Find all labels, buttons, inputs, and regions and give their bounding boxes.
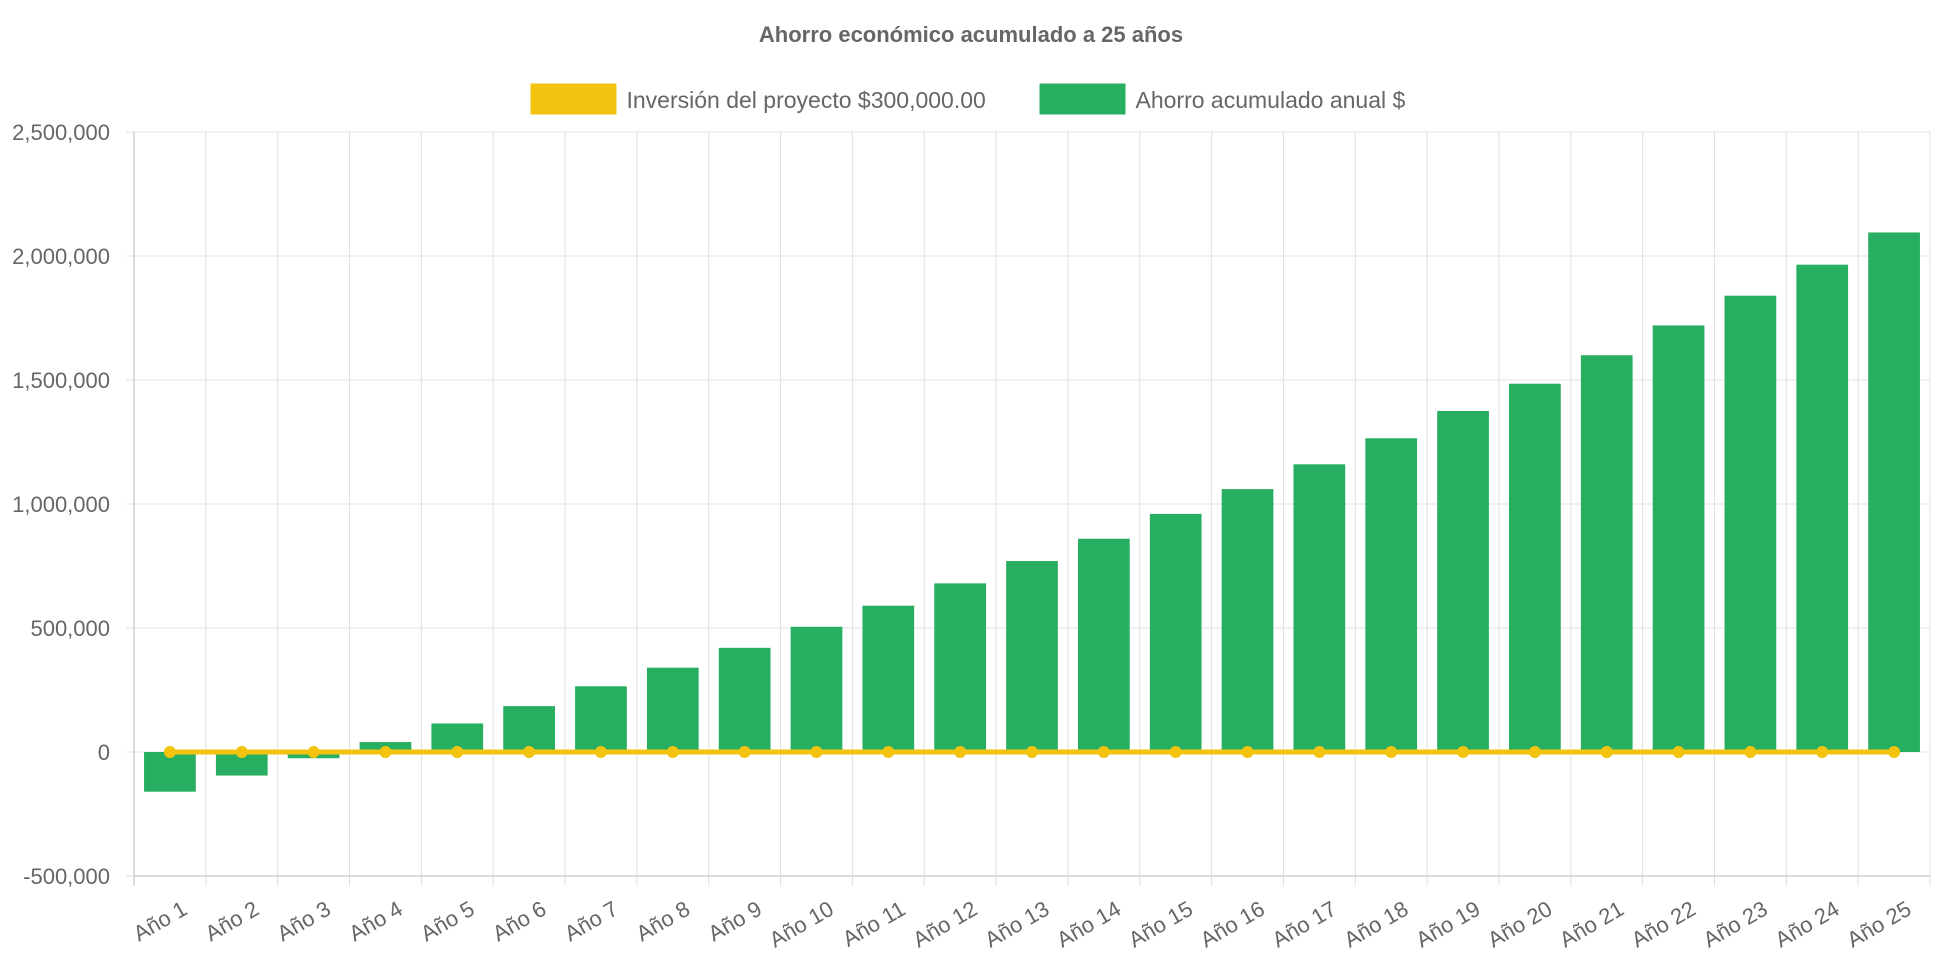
x-tick-label: Año 23 bbox=[1699, 896, 1772, 953]
bar[interactable] bbox=[718, 647, 771, 752]
line-point[interactable] bbox=[163, 746, 176, 758]
x-tick-label: Año 2 bbox=[201, 896, 263, 946]
line-point[interactable] bbox=[882, 746, 895, 758]
x-tick-label: Año 3 bbox=[273, 896, 335, 946]
bar[interactable] bbox=[215, 752, 268, 776]
bar[interactable] bbox=[1077, 538, 1130, 752]
line-point[interactable] bbox=[1672, 746, 1685, 758]
line-point[interactable] bbox=[1744, 746, 1757, 758]
x-tick-label: Año 21 bbox=[1555, 896, 1628, 953]
bar[interactable] bbox=[1868, 232, 1920, 752]
x-tick-label: Año 7 bbox=[560, 896, 622, 946]
legend-label: Inversión del proyecto $300,000.00 bbox=[627, 87, 986, 113]
bar[interactable] bbox=[1652, 325, 1705, 752]
x-tick-label: Año 15 bbox=[1124, 896, 1197, 953]
line-point[interactable] bbox=[738, 746, 751, 758]
bar[interactable] bbox=[1221, 489, 1274, 752]
line-point[interactable] bbox=[1816, 746, 1829, 758]
bar[interactable] bbox=[1365, 438, 1418, 752]
y-axis: 2,500,000 2,000,000 1,500,000 1,000,000 500,… bbox=[12, 120, 110, 889]
y-tick-label: 2,000,000 bbox=[12, 244, 110, 269]
line-point[interactable] bbox=[1600, 746, 1613, 758]
line-point[interactable] bbox=[379, 746, 392, 758]
x-tick-label: Año 18 bbox=[1340, 896, 1413, 953]
y-tick-label: 0 bbox=[98, 740, 110, 765]
x-tick-label: Año 24 bbox=[1771, 896, 1844, 953]
line-point[interactable] bbox=[523, 746, 536, 758]
bar[interactable] bbox=[1796, 264, 1849, 752]
bar-series bbox=[144, 232, 1920, 792]
line-point[interactable] bbox=[1385, 746, 1398, 758]
x-tick-label: Año 22 bbox=[1627, 896, 1700, 953]
bar[interactable] bbox=[790, 626, 843, 752]
y-tick-label: 500,000 bbox=[30, 616, 110, 641]
line-point[interactable] bbox=[1241, 746, 1254, 758]
x-tick-label: Año 19 bbox=[1411, 896, 1484, 953]
x-tick-label: Año 4 bbox=[344, 896, 406, 946]
bar[interactable] bbox=[1724, 295, 1777, 752]
bar[interactable] bbox=[1509, 383, 1561, 752]
bar[interactable] bbox=[646, 667, 699, 752]
legend-label: Ahorro acumulado anual $ bbox=[1136, 87, 1406, 113]
line-point[interactable] bbox=[1528, 746, 1541, 758]
x-tick-label: Año 10 bbox=[765, 896, 838, 953]
bar[interactable] bbox=[1006, 561, 1058, 752]
line-series bbox=[163, 746, 1901, 758]
legend-swatch bbox=[530, 83, 617, 115]
x-tick-label: Año 20 bbox=[1483, 896, 1556, 953]
x-tick-label: Año 12 bbox=[909, 896, 982, 953]
line-point[interactable] bbox=[451, 746, 464, 758]
y-tick-label: -500,000 bbox=[23, 864, 110, 889]
legend-swatch bbox=[1039, 83, 1126, 115]
line-point[interactable] bbox=[954, 746, 967, 758]
y-tick-label: 1,000,000 bbox=[12, 492, 110, 517]
legend: Inversión del proyecto $300,000.00 Ahorro… bbox=[530, 83, 1406, 115]
line-point[interactable] bbox=[1097, 746, 1110, 758]
x-tick-label: Año 17 bbox=[1268, 896, 1341, 953]
line-point[interactable] bbox=[1169, 746, 1182, 758]
x-tick-label: Año 13 bbox=[980, 896, 1053, 953]
y-tick-label: 1,500,000 bbox=[12, 368, 110, 393]
line-point[interactable] bbox=[307, 746, 320, 758]
x-tick-label: Año 5 bbox=[416, 896, 478, 946]
x-tick-label: Año 8 bbox=[632, 896, 694, 946]
line-point[interactable] bbox=[594, 746, 607, 758]
bar[interactable] bbox=[1580, 355, 1633, 752]
line-point[interactable] bbox=[1026, 746, 1038, 758]
bar[interactable] bbox=[934, 583, 987, 752]
line-point[interactable] bbox=[1313, 746, 1326, 758]
x-tick-label: Año 25 bbox=[1842, 896, 1915, 953]
x-tick-label: Año 9 bbox=[704, 896, 766, 946]
bar[interactable] bbox=[1437, 411, 1489, 752]
line-point[interactable] bbox=[666, 746, 679, 758]
x-axis: Año 1 Año 2 Año 3 Año 4 Año 5 Año 6 Año 7 Año 8… bbox=[129, 896, 1915, 953]
line-point[interactable] bbox=[1888, 746, 1901, 758]
bar[interactable] bbox=[144, 752, 196, 792]
x-tick-label: Año 14 bbox=[1052, 896, 1125, 953]
bar[interactable] bbox=[1149, 513, 1202, 752]
x-tick-label: Año 16 bbox=[1196, 896, 1269, 953]
bar[interactable] bbox=[503, 706, 555, 752]
line-point[interactable] bbox=[235, 746, 248, 758]
bar[interactable] bbox=[862, 605, 915, 752]
line-point[interactable] bbox=[810, 746, 823, 758]
x-tick-label: Año 1 bbox=[129, 896, 191, 946]
chart-title: Ahorro económico acumulado a 25 años bbox=[759, 22, 1183, 47]
bar[interactable] bbox=[1293, 464, 1346, 752]
line-point[interactable] bbox=[1457, 746, 1470, 758]
bar[interactable] bbox=[575, 686, 627, 752]
y-tick-label: 2,500,000 bbox=[12, 120, 110, 145]
x-tick-label: Año 6 bbox=[488, 896, 550, 946]
x-tick-label: Año 11 bbox=[838, 896, 909, 952]
